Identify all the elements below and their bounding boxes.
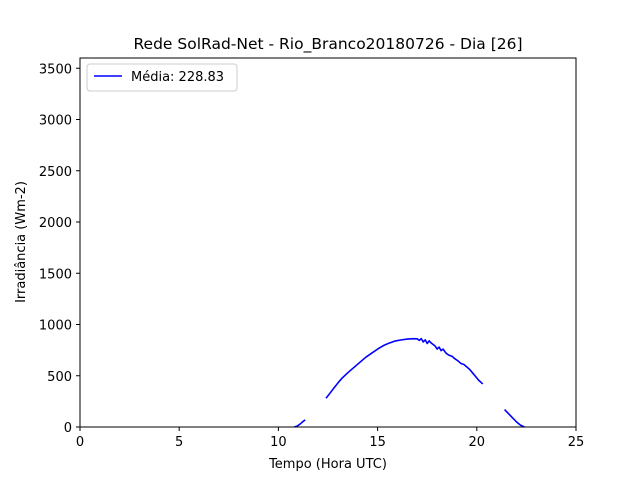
y-axis-label: Irradiância (Wm-2) xyxy=(14,181,29,303)
y-tick-label: 1000 xyxy=(39,319,72,334)
x-tick-label: 20 xyxy=(469,435,486,450)
x-axis-label: Tempo (Hora UTC) xyxy=(268,457,387,472)
series-line-segment-1 xyxy=(294,419,306,428)
y-tick-label: 1500 xyxy=(39,267,72,282)
y-tick-label: 3000 xyxy=(39,114,72,129)
series-line-segment-3 xyxy=(504,409,525,428)
x-tick-label: 10 xyxy=(270,435,287,450)
x-tick-label: 25 xyxy=(568,435,585,450)
x-tick-label: 5 xyxy=(175,435,183,450)
y-axis-ticks: 0 500 1000 1500 2000 2500 3000 3500 xyxy=(39,62,80,436)
y-tick-label: 0 xyxy=(64,421,72,436)
x-tick-label: 15 xyxy=(369,435,386,450)
legend: Média: 228.83 xyxy=(86,63,238,92)
y-tick-label: 3500 xyxy=(39,62,72,77)
plot-frame xyxy=(79,57,577,428)
y-tick-label: 2000 xyxy=(39,216,72,231)
chart-title: Rede SolRad-Net - Rio_Branco20180726 - D… xyxy=(133,35,522,54)
x-axis-ticks: 0 5 10 15 20 25 xyxy=(76,427,584,450)
series-line-segment-2 xyxy=(325,337,484,399)
y-tick-label: 2500 xyxy=(39,165,72,180)
x-tick-label: 0 xyxy=(76,435,84,450)
plot-area xyxy=(79,57,577,428)
legend-label: Média: 228.83 xyxy=(131,70,224,85)
legend-box xyxy=(86,63,238,92)
y-tick-label: 500 xyxy=(47,370,72,385)
